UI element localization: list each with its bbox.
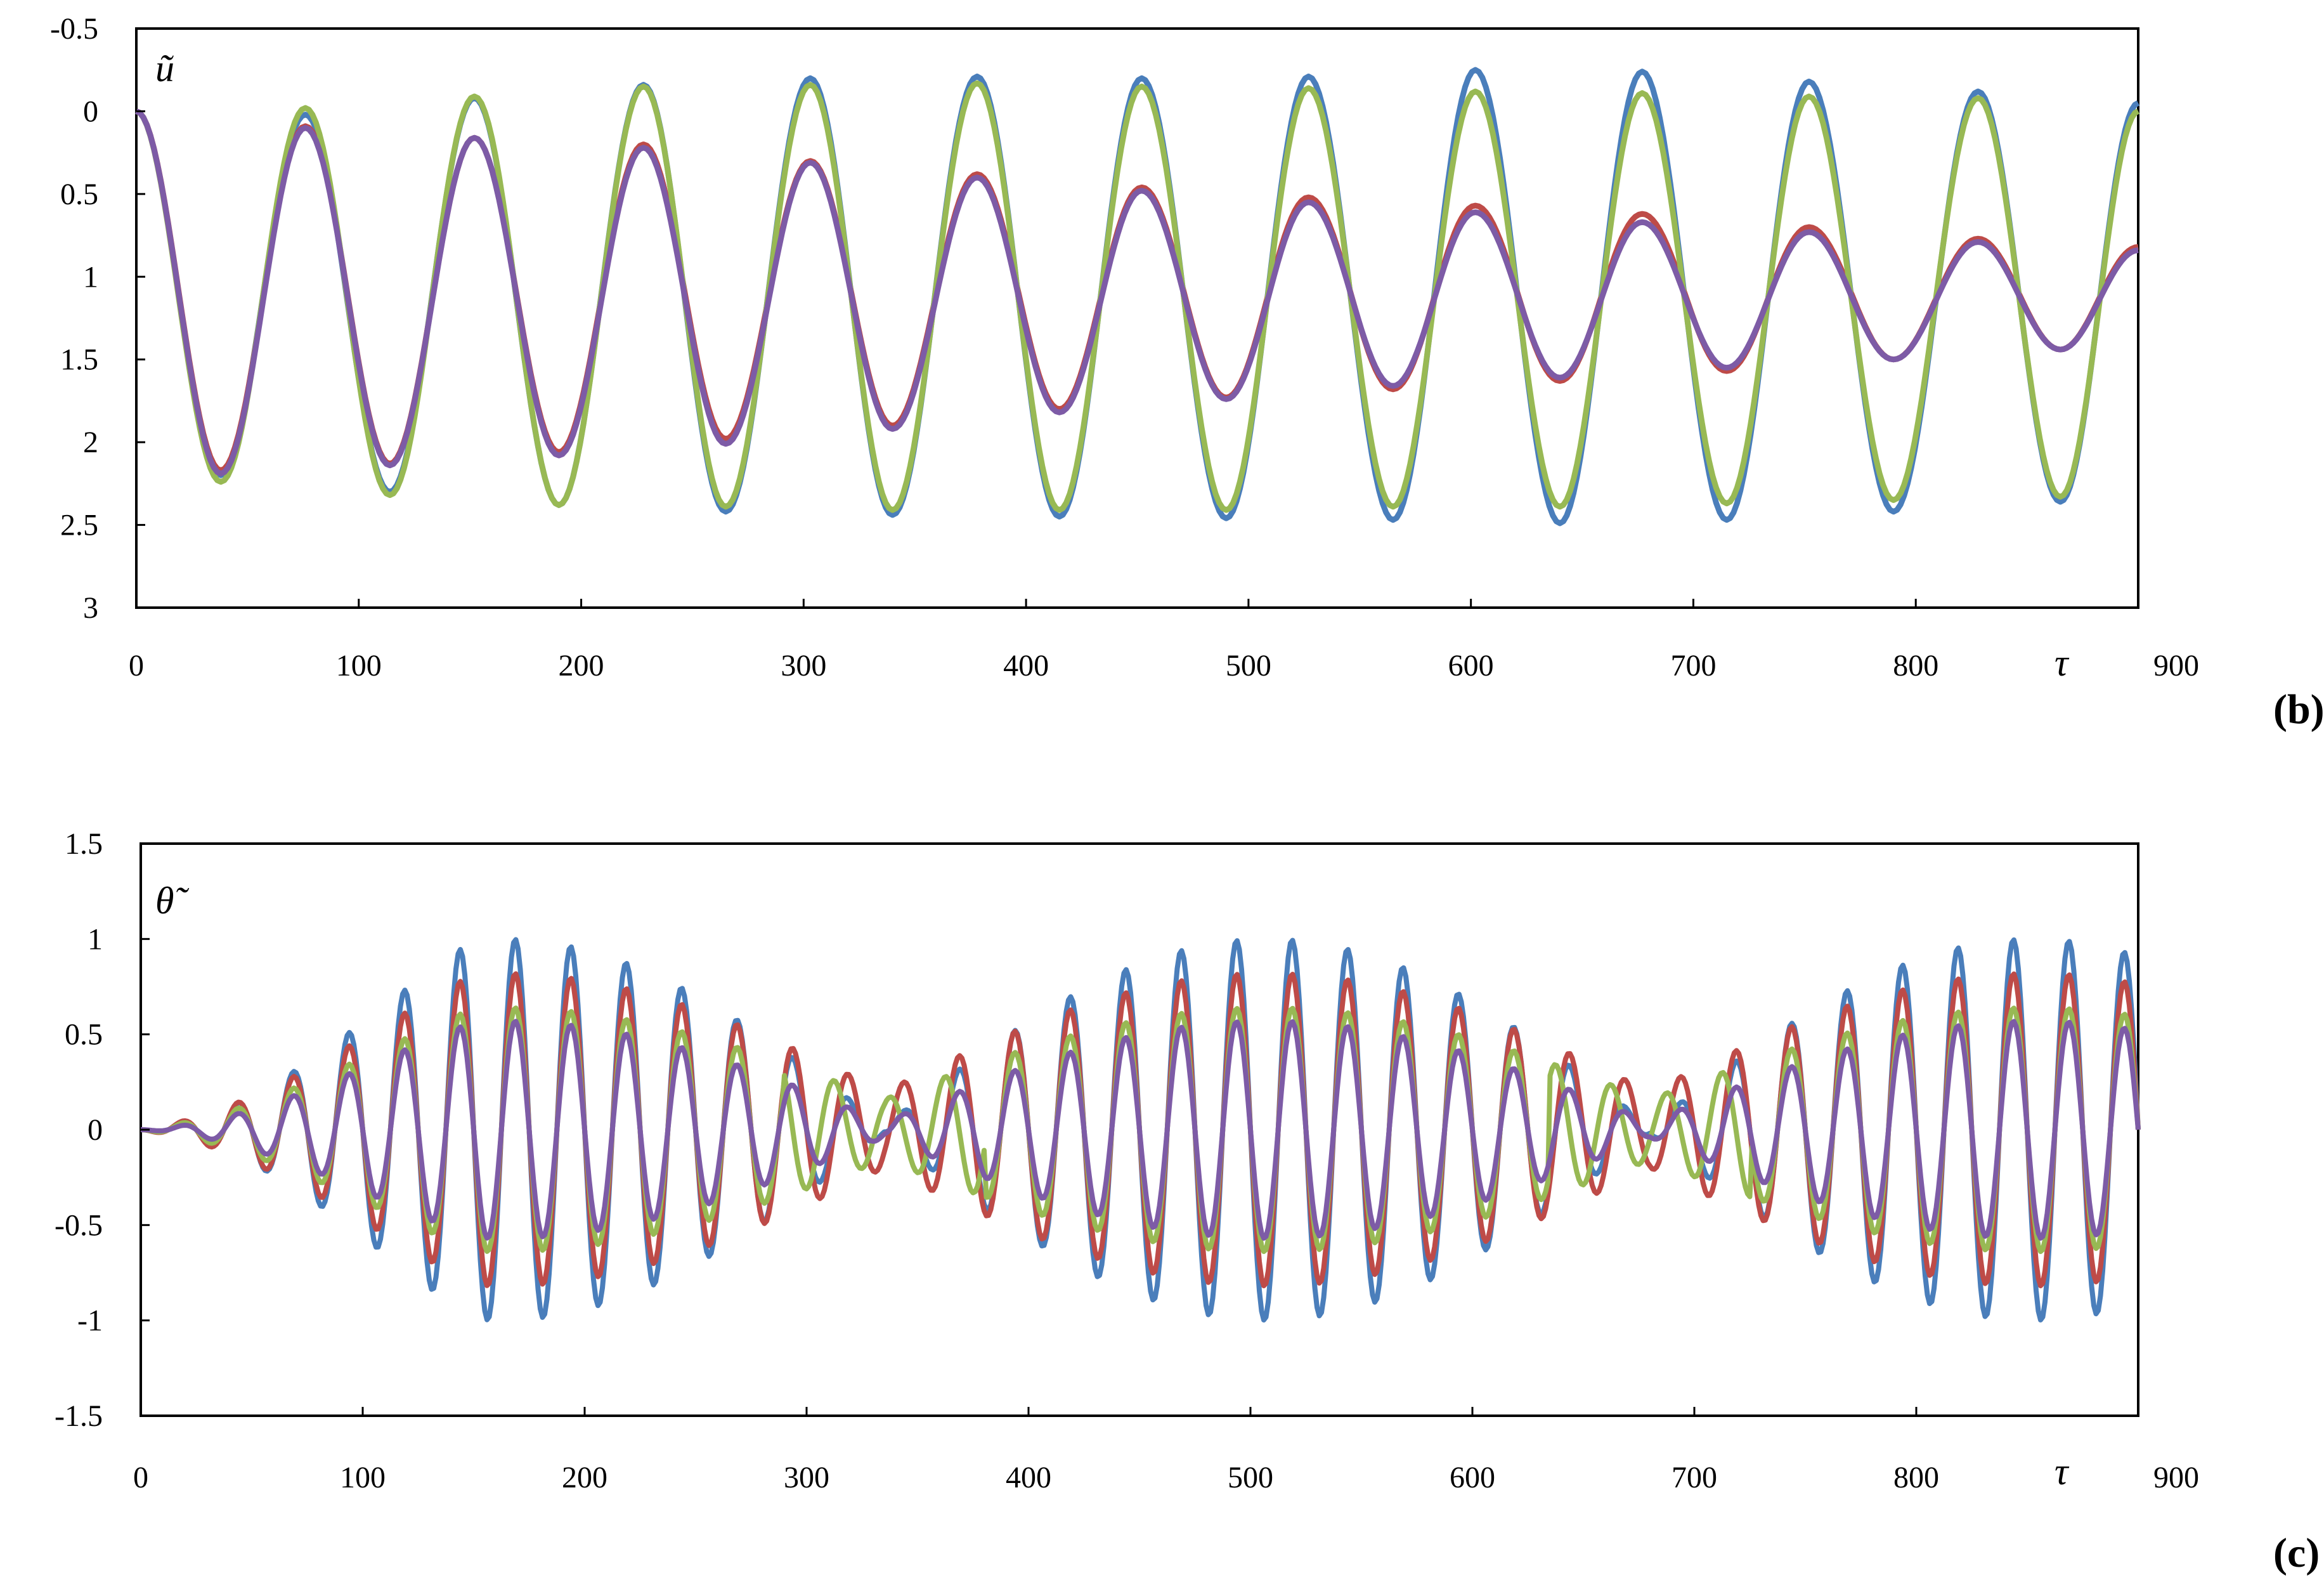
series-line-3 bbox=[135, 80, 2140, 513]
y-tick-label: -0.5 bbox=[55, 1208, 103, 1242]
x-tick-label: 300 bbox=[784, 1461, 829, 1494]
x-tick-label: 0 bbox=[129, 649, 144, 683]
y-tick-label: 2 bbox=[83, 426, 98, 459]
series-line-1 bbox=[135, 67, 2140, 526]
series-group-b bbox=[135, 67, 2140, 526]
x-tick-label: 600 bbox=[1448, 649, 1494, 683]
x-tick-label: 200 bbox=[559, 649, 604, 683]
x-tick-label: 700 bbox=[1670, 649, 1716, 683]
x-tick-label: 700 bbox=[1672, 1461, 1717, 1494]
x-tick-label: 300 bbox=[781, 649, 826, 683]
x-axis-b: 0 100 200 300 400 500 600 700 800 900 bbox=[129, 599, 2199, 683]
y-tick-label: 3 bbox=[83, 591, 98, 625]
panel-tag-b: (b) bbox=[2273, 686, 2324, 733]
x-tick-label: 0 bbox=[133, 1461, 148, 1494]
x-axis-c: 0 100 200 300 400 500 600 700 800 900 bbox=[133, 1407, 2199, 1494]
x-tick-label: 500 bbox=[1226, 649, 1271, 683]
x-tick-label: 400 bbox=[1003, 649, 1049, 683]
y-tick-label: 2.5 bbox=[60, 509, 98, 542]
y-tick-label: 1.5 bbox=[65, 827, 103, 861]
x-tick-label: 100 bbox=[336, 649, 382, 683]
x-tick-label: 900 bbox=[2153, 649, 2199, 683]
y-axis-c: 1.5 1 0.5 0 -0.5 -1 -1.5 bbox=[55, 827, 150, 1433]
y-tick-label: -1.5 bbox=[55, 1399, 103, 1433]
x-tick-label: 900 bbox=[2153, 1461, 2199, 1494]
x-tick-label: 800 bbox=[1893, 1461, 1939, 1494]
y-tick-label: 0.5 bbox=[60, 178, 98, 211]
y-tick-label: 0 bbox=[83, 95, 98, 128]
y-axis-b: -0.5 0 0.5 1 1.5 2 2.5 3 bbox=[50, 12, 145, 625]
y-tick-label: 0.5 bbox=[65, 1018, 103, 1052]
series-line-4 bbox=[135, 108, 2139, 477]
y-tick-label: -0.5 bbox=[50, 12, 98, 46]
x-tick-label: 200 bbox=[562, 1461, 607, 1494]
plot-frame-b bbox=[135, 27, 2139, 609]
x-tick-label: 800 bbox=[1893, 649, 1938, 683]
y-tick-label: 1 bbox=[83, 260, 98, 294]
panel-tag-c: (c) bbox=[2273, 1530, 2320, 1576]
y-variable-label-b: ũ bbox=[155, 48, 174, 89]
panel-b: -0.5 0 0.5 1 1.5 2 2.5 3 0 100 200 300 400 500 600 700… bbox=[50, 12, 2324, 733]
x-tick-label: 500 bbox=[1228, 1461, 1273, 1494]
x-variable-label-b: τ bbox=[2055, 642, 2070, 684]
x-variable-label-c: τ bbox=[2055, 1451, 2070, 1493]
y-tick-label: -1 bbox=[77, 1304, 103, 1338]
series-group-c bbox=[140, 937, 2141, 1323]
y-tick-label: 1.5 bbox=[60, 343, 98, 377]
y-tick-label: 0 bbox=[88, 1113, 103, 1147]
panel-c: 1.5 1 0.5 0 -0.5 -1 -1.5 0 100 200 300 400 500 600 70… bbox=[55, 827, 2320, 1576]
series-line-4 bbox=[140, 1019, 2141, 1241]
x-tick-label: 100 bbox=[340, 1461, 386, 1494]
y-variable-label-c: θ̃ bbox=[155, 880, 189, 922]
y-tick-label: 1 bbox=[88, 922, 103, 956]
x-tick-label: 400 bbox=[1006, 1461, 1051, 1494]
x-tick-label: 600 bbox=[1450, 1461, 1495, 1494]
